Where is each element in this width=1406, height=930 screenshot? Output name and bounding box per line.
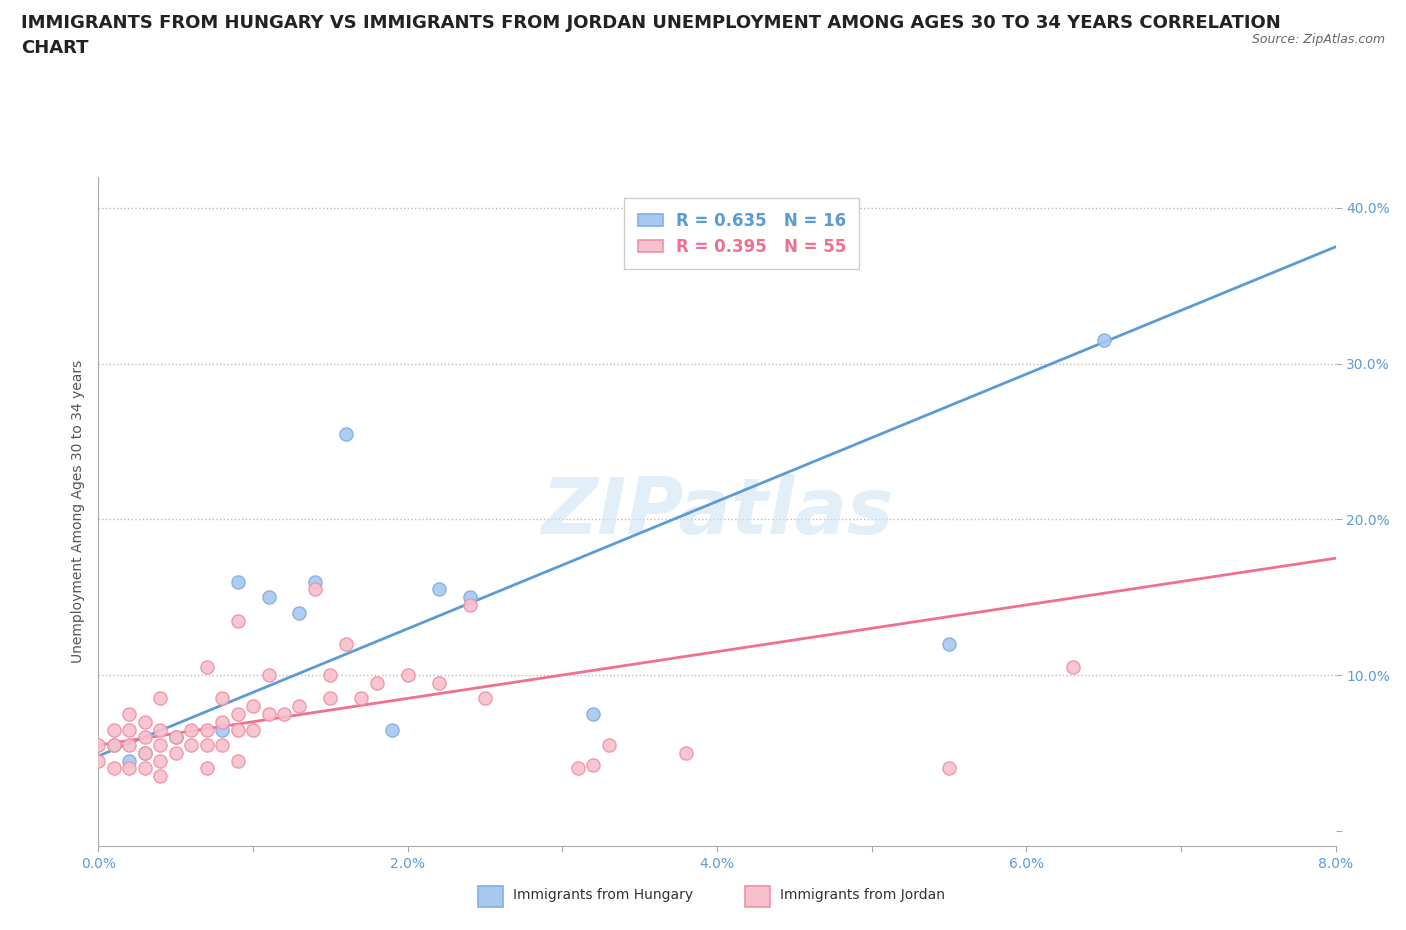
Point bbox=[226, 707, 249, 722]
Point bbox=[149, 691, 172, 706]
Y-axis label: Unemployment Among Ages 30 to 34 years: Unemployment Among Ages 30 to 34 years bbox=[70, 360, 84, 663]
Point bbox=[149, 769, 172, 784]
Point bbox=[304, 574, 326, 589]
Point bbox=[118, 737, 141, 752]
Point bbox=[938, 636, 960, 651]
Point bbox=[319, 668, 342, 683]
Point bbox=[288, 698, 311, 713]
Point bbox=[103, 722, 125, 737]
Point bbox=[134, 761, 156, 776]
Point bbox=[226, 613, 249, 628]
Point bbox=[211, 737, 233, 752]
Point bbox=[165, 746, 187, 761]
Point bbox=[211, 691, 233, 706]
Point bbox=[103, 737, 125, 752]
Point bbox=[582, 758, 605, 773]
Point bbox=[257, 707, 280, 722]
Point bbox=[257, 590, 280, 604]
Point bbox=[195, 761, 218, 776]
Point bbox=[180, 737, 202, 752]
Point bbox=[211, 714, 233, 729]
Point bbox=[335, 426, 357, 441]
Point bbox=[180, 722, 202, 737]
Point bbox=[458, 590, 481, 604]
Point bbox=[567, 761, 589, 776]
Point bbox=[195, 737, 218, 752]
Point bbox=[304, 582, 326, 597]
Point bbox=[242, 698, 264, 713]
Point bbox=[149, 737, 172, 752]
Point bbox=[149, 753, 172, 768]
Point bbox=[134, 746, 156, 761]
Point bbox=[458, 597, 481, 612]
Point bbox=[134, 746, 156, 761]
Point bbox=[134, 730, 156, 745]
Point bbox=[366, 675, 388, 690]
Point bbox=[134, 714, 156, 729]
Point bbox=[165, 730, 187, 745]
Point bbox=[257, 668, 280, 683]
Legend: R = 0.635   N = 16, R = 0.395   N = 55: R = 0.635 N = 16, R = 0.395 N = 55 bbox=[624, 198, 859, 270]
Point bbox=[335, 636, 357, 651]
Point bbox=[675, 746, 697, 761]
Point bbox=[118, 753, 141, 768]
Point bbox=[396, 668, 419, 683]
Text: Source: ZipAtlas.com: Source: ZipAtlas.com bbox=[1251, 33, 1385, 46]
Point bbox=[103, 737, 125, 752]
Point bbox=[211, 722, 233, 737]
Point bbox=[118, 707, 141, 722]
Text: ZIPatlas: ZIPatlas bbox=[541, 473, 893, 550]
Point bbox=[149, 722, 172, 737]
Point bbox=[350, 691, 373, 706]
Point bbox=[165, 730, 187, 745]
Point bbox=[226, 753, 249, 768]
Point bbox=[427, 675, 450, 690]
Point bbox=[226, 574, 249, 589]
Point bbox=[598, 737, 620, 752]
Point bbox=[1062, 659, 1084, 674]
Text: Immigrants from Hungary: Immigrants from Hungary bbox=[513, 887, 693, 902]
Point bbox=[118, 761, 141, 776]
Point bbox=[87, 753, 110, 768]
Point bbox=[1092, 333, 1115, 348]
Point bbox=[103, 761, 125, 776]
Point bbox=[226, 722, 249, 737]
Point bbox=[427, 582, 450, 597]
Point bbox=[242, 722, 264, 737]
Point bbox=[474, 691, 496, 706]
Point bbox=[273, 707, 295, 722]
Point bbox=[381, 722, 404, 737]
Point bbox=[87, 737, 110, 752]
Text: IMMIGRANTS FROM HUNGARY VS IMMIGRANTS FROM JORDAN UNEMPLOYMENT AMONG AGES 30 TO : IMMIGRANTS FROM HUNGARY VS IMMIGRANTS FR… bbox=[21, 14, 1281, 57]
Point bbox=[938, 761, 960, 776]
Point bbox=[195, 722, 218, 737]
Point bbox=[288, 605, 311, 620]
Point bbox=[582, 707, 605, 722]
Point bbox=[319, 691, 342, 706]
Point bbox=[195, 659, 218, 674]
Point bbox=[118, 722, 141, 737]
Text: Immigrants from Jordan: Immigrants from Jordan bbox=[780, 887, 945, 902]
